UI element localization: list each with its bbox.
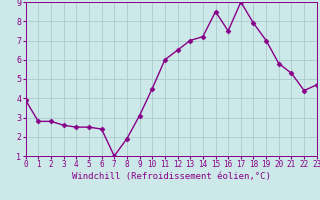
X-axis label: Windchill (Refroidissement éolien,°C): Windchill (Refroidissement éolien,°C): [72, 172, 271, 181]
